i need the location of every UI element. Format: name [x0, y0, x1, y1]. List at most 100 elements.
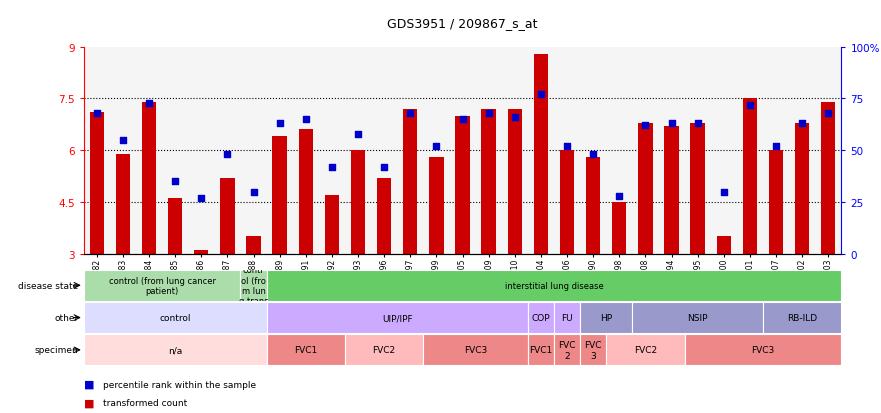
Point [821, 110, 835, 117]
Point [168, 178, 182, 185]
Bar [821, 102, 835, 254]
Bar [194, 251, 209, 254]
Point [796, 121, 810, 127]
Point [377, 164, 391, 171]
Text: ■: ■ [84, 398, 94, 408]
Bar [606, 335, 685, 366]
Text: contr
ol (fro
m lun
g trans: contr ol (fro m lun g trans [239, 266, 269, 306]
Point [507, 114, 522, 121]
Text: FVC3: FVC3 [464, 346, 487, 354]
Bar [507, 109, 522, 254]
Bar [84, 302, 267, 333]
Point [351, 131, 365, 138]
Bar [580, 302, 633, 333]
Text: control (from lung cancer
patient): control (from lung cancer patient) [108, 276, 216, 295]
Bar [685, 335, 841, 366]
Text: other: other [54, 313, 78, 322]
Bar [534, 55, 548, 254]
Bar [795, 123, 810, 254]
Point [743, 102, 757, 109]
Point [455, 116, 470, 123]
Bar [554, 302, 580, 333]
Point [142, 100, 156, 107]
Text: FVC
2: FVC 2 [559, 340, 576, 360]
Bar [220, 178, 234, 254]
Bar [586, 158, 600, 254]
Point [534, 92, 548, 98]
Text: ■: ■ [84, 379, 94, 389]
Bar [559, 151, 574, 254]
Bar [267, 270, 841, 301]
Bar [580, 335, 606, 366]
Bar [769, 151, 783, 254]
Bar [633, 302, 763, 333]
Bar [241, 270, 267, 301]
Bar [403, 109, 418, 254]
Point [769, 143, 783, 150]
Point [272, 121, 286, 127]
Point [586, 152, 600, 158]
Text: control: control [159, 313, 191, 322]
Bar [716, 237, 731, 254]
Bar [247, 237, 261, 254]
Text: GDS3951 / 209867_s_at: GDS3951 / 209867_s_at [388, 17, 537, 29]
Bar [267, 335, 345, 366]
Bar [90, 113, 104, 254]
Bar [267, 302, 528, 333]
Bar [345, 335, 424, 366]
Text: NSIP: NSIP [687, 313, 708, 322]
Bar [481, 109, 496, 254]
Text: interstitial lung disease: interstitial lung disease [505, 281, 603, 290]
Bar [84, 335, 267, 366]
Bar [377, 178, 391, 254]
Bar [554, 335, 580, 366]
Bar [142, 102, 156, 254]
Point [639, 123, 653, 129]
Bar [115, 154, 130, 254]
Point [90, 110, 104, 117]
Point [560, 143, 574, 150]
Point [664, 121, 678, 127]
Text: HP: HP [600, 313, 612, 322]
Point [403, 110, 418, 117]
Text: FVC2: FVC2 [633, 346, 657, 354]
Bar [168, 199, 182, 254]
Point [482, 110, 496, 117]
Bar [612, 202, 626, 254]
Text: UIP/IPF: UIP/IPF [381, 313, 412, 322]
Bar [325, 195, 339, 254]
Point [194, 195, 208, 202]
Text: transformed count: transformed count [103, 398, 188, 407]
Point [717, 189, 731, 195]
Point [429, 143, 443, 150]
Text: FVC2: FVC2 [373, 346, 396, 354]
Text: FVC
3: FVC 3 [584, 340, 602, 360]
Text: FVC1: FVC1 [529, 346, 552, 354]
Text: n/a: n/a [168, 346, 182, 354]
Point [115, 137, 130, 144]
Point [247, 189, 261, 195]
Bar [664, 127, 678, 254]
Bar [429, 158, 443, 254]
Bar [351, 151, 366, 254]
Text: FVC1: FVC1 [294, 346, 317, 354]
Bar [743, 99, 757, 254]
Text: FU: FU [561, 313, 573, 322]
Bar [455, 116, 470, 254]
Bar [763, 302, 841, 333]
Text: COP: COP [531, 313, 551, 322]
Point [299, 116, 313, 123]
Text: specimen: specimen [34, 346, 78, 354]
Bar [691, 123, 705, 254]
Bar [84, 270, 241, 301]
Text: FVC3: FVC3 [751, 346, 774, 354]
Bar [528, 335, 554, 366]
Bar [272, 137, 287, 254]
Point [612, 193, 626, 199]
Point [325, 164, 339, 171]
Point [691, 121, 705, 127]
Point [220, 152, 234, 158]
Bar [528, 302, 554, 333]
Bar [638, 123, 653, 254]
Bar [299, 130, 313, 254]
